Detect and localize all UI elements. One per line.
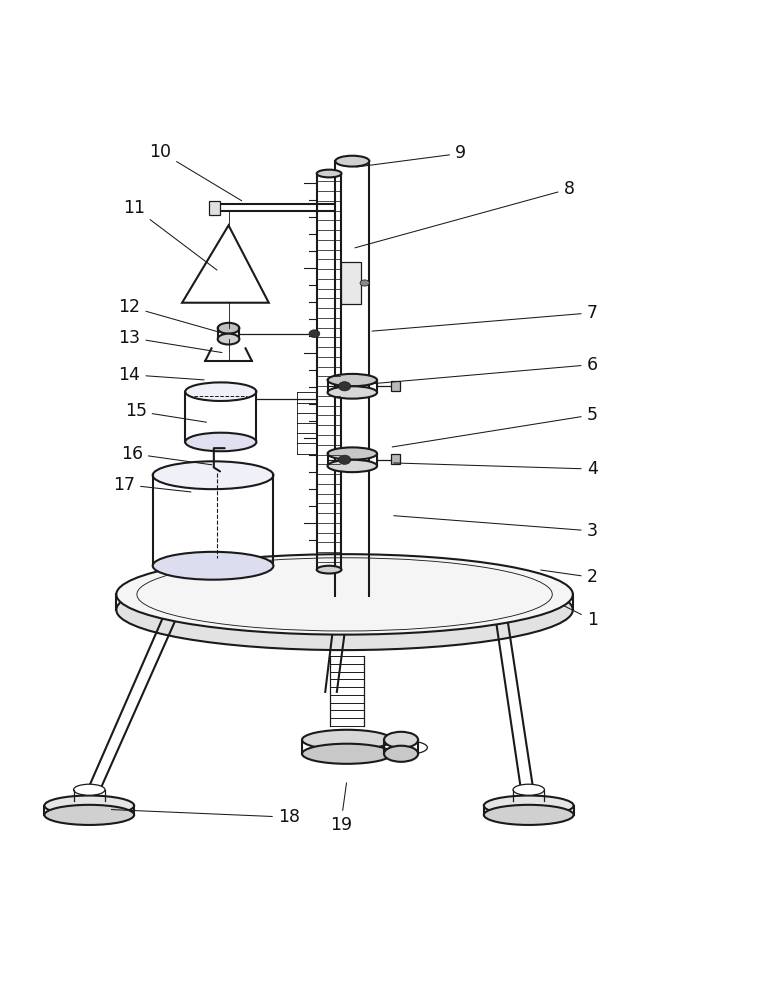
Ellipse shape <box>484 796 573 816</box>
Ellipse shape <box>117 570 572 650</box>
Text: 6: 6 <box>372 356 597 384</box>
Bar <box>342 262 361 304</box>
Ellipse shape <box>217 323 239 334</box>
Ellipse shape <box>339 455 351 464</box>
Text: 9: 9 <box>357 144 466 167</box>
Text: 18: 18 <box>111 808 300 826</box>
Ellipse shape <box>117 554 572 635</box>
Text: 2: 2 <box>540 568 597 586</box>
Ellipse shape <box>339 382 351 391</box>
Ellipse shape <box>384 746 418 762</box>
Ellipse shape <box>328 374 377 386</box>
Ellipse shape <box>513 784 544 795</box>
Ellipse shape <box>309 330 320 338</box>
Text: 19: 19 <box>330 783 352 834</box>
Text: 16: 16 <box>120 445 212 465</box>
Ellipse shape <box>384 732 418 748</box>
Text: 4: 4 <box>394 460 597 478</box>
Text: 17: 17 <box>113 476 191 494</box>
Ellipse shape <box>302 730 392 750</box>
Ellipse shape <box>335 156 369 167</box>
Ellipse shape <box>74 784 105 795</box>
Ellipse shape <box>45 796 135 816</box>
Ellipse shape <box>328 460 377 472</box>
Ellipse shape <box>328 447 377 460</box>
Ellipse shape <box>185 382 256 401</box>
Ellipse shape <box>317 566 342 573</box>
Bar <box>210 201 220 215</box>
Ellipse shape <box>393 741 427 754</box>
Polygon shape <box>182 225 269 303</box>
Ellipse shape <box>152 461 274 489</box>
Bar <box>391 454 400 464</box>
Ellipse shape <box>302 744 392 764</box>
Text: 7: 7 <box>372 304 597 331</box>
Ellipse shape <box>317 170 342 177</box>
Ellipse shape <box>217 334 239 344</box>
Text: 3: 3 <box>394 516 597 540</box>
Ellipse shape <box>484 805 573 825</box>
Text: 1: 1 <box>564 606 597 629</box>
Text: 15: 15 <box>124 402 206 422</box>
Ellipse shape <box>45 805 135 825</box>
Text: 13: 13 <box>119 329 222 353</box>
Text: 10: 10 <box>149 143 242 201</box>
Text: 11: 11 <box>123 199 217 270</box>
Ellipse shape <box>360 280 369 286</box>
Ellipse shape <box>328 386 377 399</box>
Text: 8: 8 <box>355 180 575 248</box>
Ellipse shape <box>152 552 274 580</box>
Bar <box>391 381 400 391</box>
Text: 12: 12 <box>119 298 222 333</box>
Ellipse shape <box>185 433 256 451</box>
Text: 14: 14 <box>119 366 204 384</box>
Text: 5: 5 <box>393 406 597 447</box>
